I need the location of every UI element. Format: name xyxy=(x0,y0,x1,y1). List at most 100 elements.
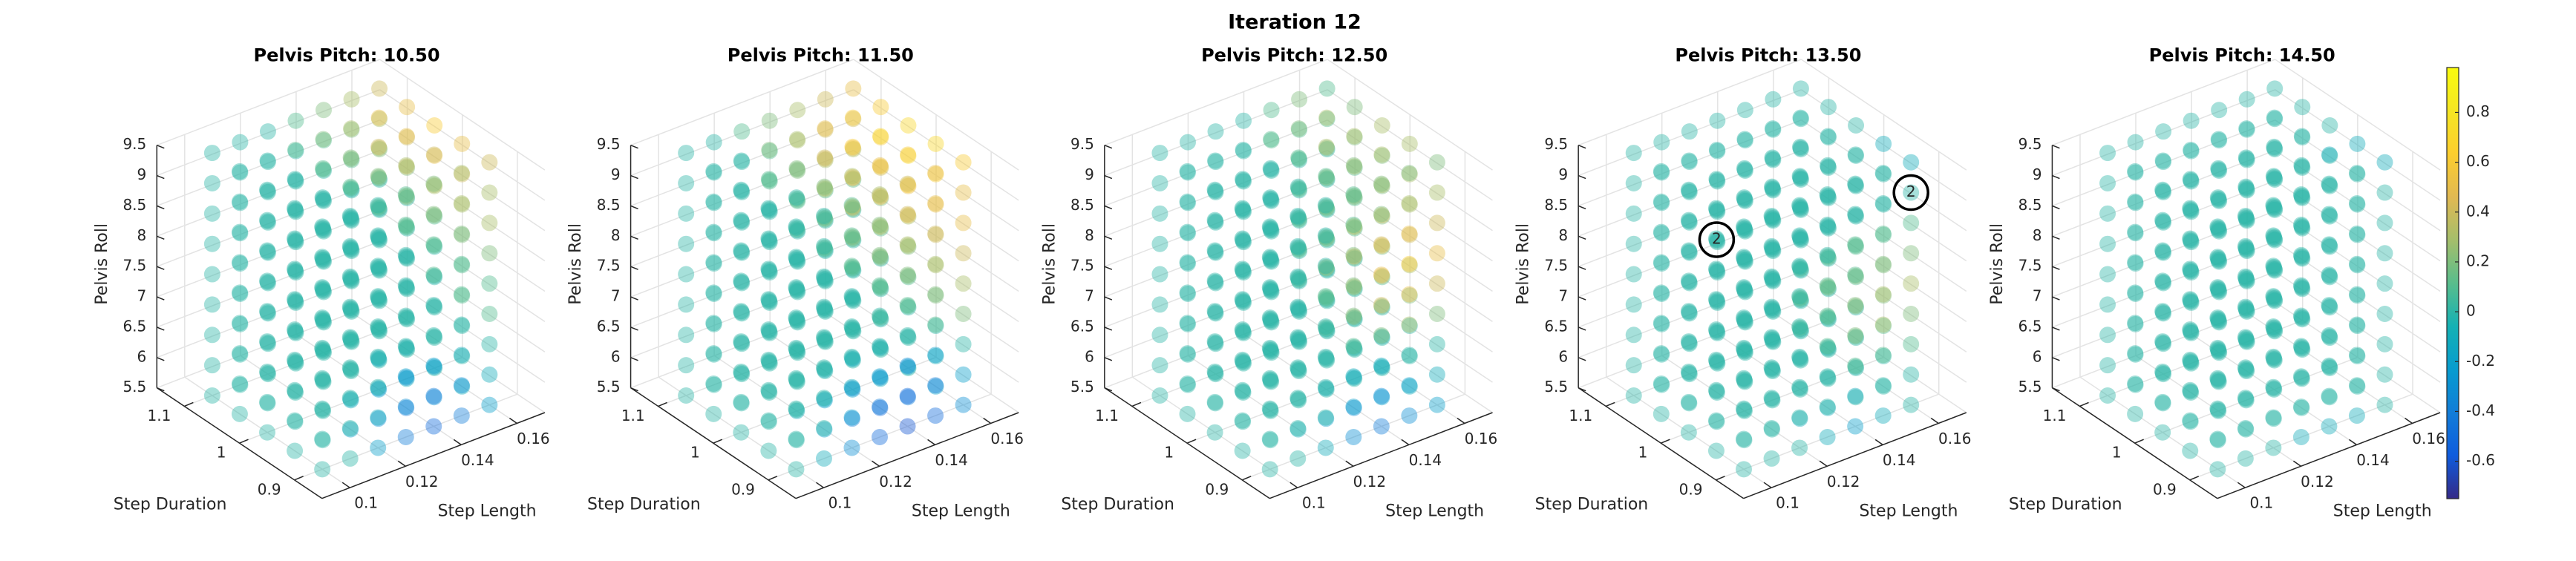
grid-line xyxy=(1800,89,1967,201)
point xyxy=(1235,232,1252,249)
point xyxy=(1345,248,1362,265)
point xyxy=(1373,358,1390,375)
point xyxy=(342,361,359,378)
point xyxy=(2321,269,2338,286)
point xyxy=(817,121,834,138)
tick-mark xyxy=(630,205,638,210)
point xyxy=(315,192,332,209)
point xyxy=(1708,263,1725,280)
point xyxy=(231,375,248,392)
grid-line xyxy=(1800,301,1967,413)
point xyxy=(789,344,806,361)
point xyxy=(1791,199,1808,216)
point xyxy=(761,202,778,219)
grid-line xyxy=(1327,89,1493,201)
point xyxy=(259,152,276,169)
point xyxy=(287,383,304,400)
point xyxy=(843,198,860,215)
point xyxy=(1736,102,1753,119)
point xyxy=(816,209,833,226)
point xyxy=(454,135,471,152)
z-tick-label: 7 xyxy=(1558,287,1568,305)
z-tick-label: 8.5 xyxy=(1544,196,1568,214)
point xyxy=(955,245,972,262)
tick-mark xyxy=(1578,145,1586,149)
grid-line xyxy=(768,393,992,481)
point xyxy=(2210,281,2227,298)
point xyxy=(2321,237,2338,254)
point xyxy=(1709,294,1726,311)
point xyxy=(1207,334,1224,351)
point xyxy=(1234,351,1251,368)
tick-mark xyxy=(872,460,880,467)
point xyxy=(2183,324,2200,341)
grid-line xyxy=(379,301,546,413)
point xyxy=(1235,324,1252,341)
point xyxy=(816,149,833,166)
grid-line xyxy=(853,240,1019,352)
point xyxy=(845,232,862,249)
point xyxy=(426,117,443,134)
point xyxy=(315,373,332,390)
point xyxy=(1763,420,1780,437)
point xyxy=(2237,392,2255,409)
point xyxy=(705,346,722,363)
point xyxy=(1345,187,1362,204)
point xyxy=(2155,123,2172,140)
point xyxy=(1848,208,1865,225)
grid-line xyxy=(630,240,854,328)
point xyxy=(1235,203,1252,220)
point xyxy=(370,227,387,244)
point xyxy=(1681,152,1698,169)
grid-line xyxy=(1327,210,1493,323)
point xyxy=(371,201,388,218)
point xyxy=(2182,291,2199,308)
point xyxy=(203,296,220,313)
point xyxy=(2183,173,2200,190)
point xyxy=(1263,253,1280,270)
point xyxy=(1681,305,1698,322)
point xyxy=(1291,333,1308,350)
point xyxy=(371,111,388,128)
point xyxy=(788,341,805,358)
point xyxy=(2265,168,2282,185)
tick-mark xyxy=(1578,327,1586,331)
point xyxy=(314,280,331,297)
grid-line xyxy=(1800,59,1967,171)
point xyxy=(2182,260,2199,278)
point xyxy=(1373,329,1390,347)
point xyxy=(2292,186,2309,203)
grid-line xyxy=(379,59,546,171)
point xyxy=(1373,389,1390,406)
point xyxy=(287,230,304,247)
point xyxy=(315,372,332,389)
point xyxy=(2182,171,2199,188)
point xyxy=(1820,248,1837,265)
point xyxy=(927,347,944,364)
point xyxy=(1763,450,1780,467)
point xyxy=(287,234,304,251)
point xyxy=(816,210,833,227)
point xyxy=(1847,175,1864,192)
point xyxy=(342,210,359,227)
grid-line xyxy=(853,271,1019,383)
point xyxy=(1345,216,1362,233)
point xyxy=(733,183,750,200)
point xyxy=(2348,165,2365,182)
point xyxy=(1289,237,1307,255)
point xyxy=(1373,387,1390,404)
point xyxy=(2154,334,2171,351)
point xyxy=(1263,102,1280,119)
point xyxy=(1791,227,1808,244)
grid-line xyxy=(630,59,854,146)
point xyxy=(2182,322,2199,339)
point xyxy=(287,264,304,281)
grid-line xyxy=(379,210,546,323)
point xyxy=(1289,300,1307,317)
point xyxy=(788,339,805,356)
point xyxy=(2266,321,2283,338)
point xyxy=(2099,174,2116,191)
point xyxy=(2237,149,2255,166)
point xyxy=(872,250,889,267)
